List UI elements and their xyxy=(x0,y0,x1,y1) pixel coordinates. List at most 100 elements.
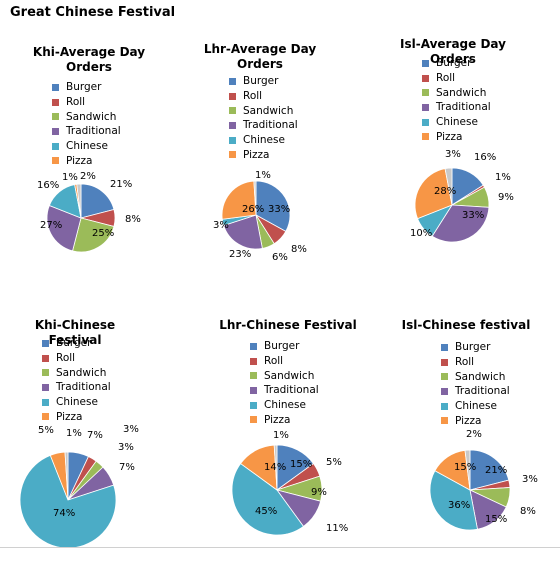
chart-legend: Burger Roll Sandwich Traditional Chinese Pizz… xyxy=(52,80,121,168)
legend-item-pizza: Pizza xyxy=(441,413,510,428)
legend-label: Sandwich xyxy=(66,110,117,123)
legend-label: Sandwich xyxy=(455,370,506,383)
pie-slice-other xyxy=(253,180,257,216)
legend-swatch xyxy=(250,416,257,424)
pie-slice-other xyxy=(64,451,69,501)
data-label: 7% xyxy=(119,462,135,473)
legend-label: Pizza xyxy=(66,154,93,167)
data-label: 1% xyxy=(255,170,271,181)
data-label: 1% xyxy=(273,430,289,441)
data-label: 15% xyxy=(454,462,476,473)
legend-item-sandwich: Sandwich xyxy=(42,365,111,380)
legend-label: Burger xyxy=(66,81,102,94)
legend-swatch xyxy=(422,59,429,67)
legend-label: Burger xyxy=(455,341,491,354)
legend-item-pizza: Pizza xyxy=(42,409,111,424)
data-label: 33% xyxy=(462,210,484,221)
legend-label: Traditional xyxy=(66,125,121,138)
legend-label: Pizza xyxy=(243,148,270,161)
legend-swatch xyxy=(229,107,236,115)
data-label: 23% xyxy=(229,249,251,260)
legend-item-sandwich: Sandwich xyxy=(441,369,510,384)
pie-slice-sandwich xyxy=(72,217,115,253)
data-label: 74% xyxy=(53,508,75,519)
chart-legend: Burger Roll Sandwich Traditional Chinese Pizz… xyxy=(229,74,298,162)
legend-swatch xyxy=(422,89,429,97)
data-label: 3% xyxy=(445,149,461,160)
legend-swatch xyxy=(422,74,429,82)
data-label: 7% xyxy=(87,430,103,441)
data-label: 36% xyxy=(448,500,470,511)
legend-item-roll: Roll xyxy=(229,89,298,104)
legend-item-traditional: Traditional xyxy=(52,124,121,139)
legend-swatch xyxy=(229,151,236,159)
legend-label: Roll xyxy=(455,356,475,369)
pie-slice-traditional xyxy=(223,214,263,250)
data-label: 3% xyxy=(118,442,134,453)
chart-title: Khi-Average Day Orders xyxy=(32,45,146,74)
legend-swatch xyxy=(42,369,49,377)
legend-label: Chinese xyxy=(264,399,306,412)
legend-item-burger: Burger xyxy=(441,340,510,355)
legend-label: Pizza xyxy=(455,414,482,427)
bottom-divider xyxy=(0,547,560,548)
data-label: 45% xyxy=(255,506,277,517)
data-label: 8% xyxy=(291,244,307,255)
legend-item-sandwich: Sandwich xyxy=(422,85,491,100)
legend-swatch xyxy=(441,387,448,395)
data-label: 16% xyxy=(474,152,496,163)
data-label: 21% xyxy=(110,179,132,190)
page-title: Great Chinese Festival xyxy=(10,5,176,20)
legend-item-roll: Roll xyxy=(52,95,121,110)
data-label: 33% xyxy=(268,204,290,215)
legend-swatch xyxy=(42,398,49,406)
legend-swatch xyxy=(52,142,59,150)
chart-title: Isl-Average Day Orders xyxy=(400,37,506,66)
legend-item-roll: Roll xyxy=(42,351,111,366)
legend-item-pizza: Pizza xyxy=(229,147,298,162)
legend-swatch xyxy=(250,386,257,394)
legend-swatch xyxy=(422,103,429,111)
legend-swatch xyxy=(250,401,257,409)
legend-swatch xyxy=(441,373,448,381)
chart-legend: Burger Roll Sandwich Traditional Chinese Pizz… xyxy=(422,56,491,144)
legend-swatch xyxy=(229,136,236,144)
legend-swatch xyxy=(42,413,49,421)
legend-label: Chinese xyxy=(66,140,108,153)
legend-item-roll: Roll xyxy=(250,354,319,369)
data-label: 14% xyxy=(264,462,286,473)
legend-item-traditional: Traditional xyxy=(229,118,298,133)
legend-item-traditional: Traditional xyxy=(250,383,319,398)
legend-item-chinese: Chinese xyxy=(229,133,298,148)
legend-label: Chinese xyxy=(56,396,98,409)
data-label: 27% xyxy=(40,220,62,231)
legend-swatch xyxy=(42,383,49,391)
data-label: 1% xyxy=(62,172,78,183)
legend-swatch xyxy=(52,98,59,106)
legend-swatch xyxy=(52,127,59,135)
legend-item-traditional: Traditional xyxy=(441,384,510,399)
chart-title: Lhr-Chinese Festival xyxy=(219,318,357,332)
data-label: 10% xyxy=(410,228,432,239)
data-label: 11% xyxy=(326,523,348,534)
legend-label: Burger xyxy=(56,337,92,350)
legend-item-burger: Burger xyxy=(52,80,121,95)
legend-label: Pizza xyxy=(264,413,291,426)
pie-slice-burger xyxy=(255,180,291,232)
legend-swatch xyxy=(422,118,429,126)
legend-label: Sandwich xyxy=(243,104,294,117)
legend-label: Chinese xyxy=(455,400,497,413)
chart-title: Isl-Chinese festival xyxy=(401,318,531,332)
pie-slice-traditional xyxy=(46,204,82,252)
pie-slice-chinese xyxy=(19,454,117,549)
data-label: 26% xyxy=(242,204,264,215)
pie-slice-other xyxy=(273,444,278,491)
data-label: 3% xyxy=(213,220,229,231)
legend-label: Traditional xyxy=(243,119,298,132)
legend-item-sandwich: Sandwich xyxy=(229,103,298,118)
legend-item-chinese: Chinese xyxy=(422,115,491,130)
legend-swatch xyxy=(250,357,257,365)
